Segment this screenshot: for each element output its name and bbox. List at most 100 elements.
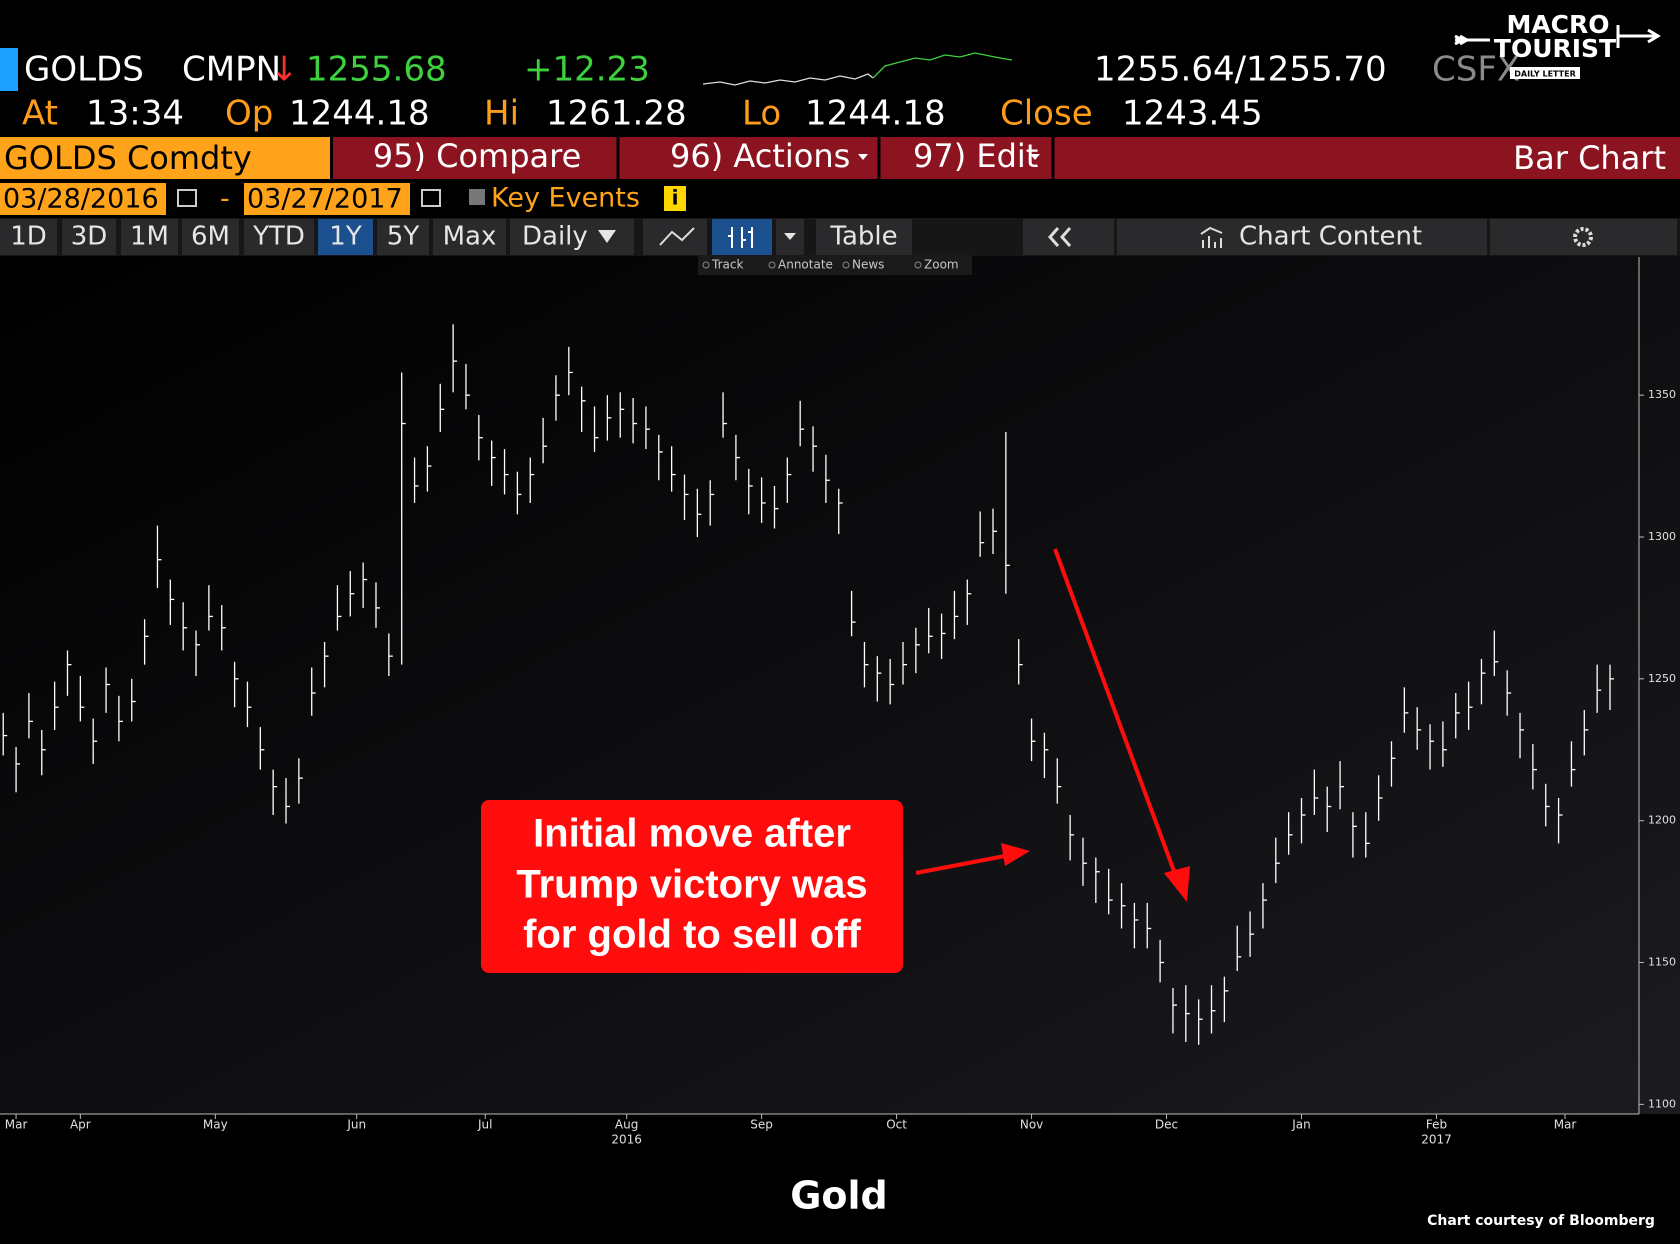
- key-events[interactable]: Key Events: [491, 183, 640, 214]
- period[interactable]: 5Y: [387, 222, 420, 252]
- period-buttons: 1D 3D 1M 6M YTD 1Y 5Y Max: [0, 219, 506, 255]
- line-icon[interactable]: [659, 227, 695, 246]
- button[interactable]: [510, 219, 634, 255]
- x-tick-label: Feb: [1426, 1118, 1447, 1132]
- value: 1244.18: [289, 94, 430, 134]
- dropdown-arrow[interactable]: [784, 233, 796, 240]
- date-box[interactable]: [244, 183, 410, 215]
- button[interactable]: [643, 219, 707, 255]
- calendar-icon[interactable]: [177, 189, 197, 207]
- period[interactable]: 1D: [10, 222, 47, 252]
- x-tick-label: Jul: [477, 1118, 492, 1132]
- tool[interactable]: Track: [711, 258, 743, 272]
- logo-arrow: [1616, 25, 1661, 48]
- table-button[interactable]: Table: [829, 222, 897, 252]
- start-date[interactable]: 03/28/2016: [3, 184, 159, 215]
- chart-tools: Track Annotate News Zoom: [702, 258, 959, 272]
- x-tick-label: Dec: [1155, 1118, 1178, 1132]
- period[interactable]: 3D: [71, 222, 108, 252]
- value: 1244.18: [805, 94, 946, 134]
- tool-icon[interactable]: [842, 261, 850, 269]
- y-tick-label: 1150: [1648, 956, 1676, 969]
- change-arrow: ↓: [270, 50, 299, 90]
- checkbox[interactable]: [469, 189, 485, 205]
- period[interactable]: 1M: [130, 222, 169, 252]
- tool[interactable]: News: [852, 258, 884, 272]
- security[interactable]: GOLDS Comdty: [4, 139, 252, 177]
- value: 1261.28: [546, 94, 687, 134]
- button[interactable]: [433, 219, 506, 255]
- dropdown-arrow[interactable]: [858, 154, 868, 160]
- period[interactable]: YTD: [252, 222, 305, 252]
- logo-text: TOURIST: [1494, 34, 1616, 63]
- dropdown-arrow[interactable]: [598, 230, 616, 243]
- logo-text: MACRO: [1506, 10, 1609, 39]
- tool-icon[interactable]: [914, 261, 922, 269]
- x-tick-label: Aug: [615, 1118, 638, 1132]
- pricing-source-code: CMPN: [182, 50, 281, 90]
- frequency[interactable]: Daily: [522, 222, 588, 252]
- button[interactable]: [0, 219, 57, 255]
- button[interactable]: [1117, 219, 1487, 255]
- button[interactable]: [121, 219, 178, 255]
- menu-item[interactable]: 95) Compare: [373, 137, 582, 175]
- button[interactable]: [62, 219, 116, 255]
- info-text[interactable]: i: [672, 186, 679, 210]
- info-icon[interactable]: [664, 186, 686, 211]
- net-change: +12.23: [524, 50, 650, 90]
- date-separator: -: [220, 184, 230, 215]
- button[interactable]: [182, 219, 239, 255]
- arrow-head: [1164, 866, 1190, 902]
- calendar-icon[interactable]: [421, 189, 441, 207]
- collapse-icon[interactable]: [1047, 227, 1072, 247]
- arrow-line: [1053, 548, 1180, 883]
- view-name: Bar Chart: [1513, 139, 1666, 177]
- x-tick-label: Jun: [346, 1118, 366, 1132]
- y-tick-label: 1200: [1648, 814, 1676, 827]
- label: Close: [1000, 94, 1093, 134]
- button[interactable]: [1490, 219, 1677, 255]
- logo-banner: [1510, 67, 1580, 79]
- tool-icon[interactable]: [768, 261, 776, 269]
- source-note: Chart courtesy of Bloomberg: [1427, 1213, 1655, 1229]
- year-label: 2017: [1421, 1133, 1452, 1147]
- button[interactable]: [816, 219, 912, 255]
- end-date[interactable]: 03/27/2017: [247, 184, 403, 215]
- period[interactable]: Max: [443, 222, 497, 252]
- button[interactable]: [1023, 219, 1114, 255]
- chart-title: Gold: [790, 1174, 888, 1218]
- sparkline: [872, 52, 1013, 79]
- menu-item[interactable]: 96) Actions: [670, 137, 850, 175]
- sparkline: [702, 73, 874, 86]
- security-box[interactable]: [0, 137, 330, 179]
- y-tick-label: 1350: [1648, 388, 1676, 401]
- price-source: CSFX: [1432, 50, 1520, 90]
- chart-content-icon[interactable]: [1200, 226, 1223, 248]
- menu-bar: [333, 137, 1680, 179]
- ticker: GOLDS: [24, 50, 144, 90]
- plot-background: [0, 256, 1680, 1114]
- y-tick-label: 1300: [1648, 530, 1676, 543]
- settings-icon[interactable]: [1573, 227, 1593, 247]
- logo-text: DAILY LETTER: [1514, 70, 1576, 79]
- date-box[interactable]: [0, 183, 166, 215]
- arrow-head: [1001, 843, 1030, 866]
- label: Hi: [484, 94, 519, 134]
- button[interactable]: [377, 219, 429, 255]
- x-tick-label: Sep: [750, 1118, 773, 1132]
- logo: MACRO TOURIST DAILY LETTER: [1454, 10, 1661, 79]
- label: At: [22, 94, 58, 134]
- bar-icon[interactable]: [728, 227, 753, 248]
- button-active[interactable]: [318, 219, 373, 255]
- button[interactable]: [244, 219, 314, 255]
- annotation-text: Trump victory was: [516, 863, 867, 907]
- period[interactable]: 1Y: [329, 222, 362, 252]
- tool-icon[interactable]: [702, 261, 710, 269]
- period[interactable]: 6M: [191, 222, 230, 252]
- x-tick-label: Mar: [1554, 1118, 1577, 1132]
- tool[interactable]: Annotate: [778, 258, 833, 272]
- tool[interactable]: Zoom: [924, 258, 959, 272]
- menu-item[interactable]: 97) Edit: [913, 137, 1038, 175]
- dropdown-arrow[interactable]: [1030, 154, 1040, 160]
- chart-content[interactable]: Chart Content: [1239, 222, 1422, 252]
